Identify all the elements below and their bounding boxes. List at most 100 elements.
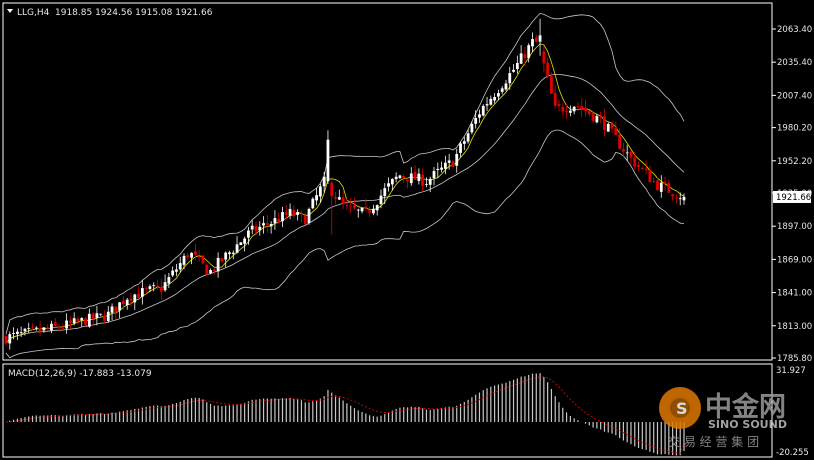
candle [326,130,330,185]
candle-body [610,123,614,129]
candle-body [334,197,337,199]
candle-body [318,186,322,197]
candle-body [398,175,402,179]
candle-body [379,195,383,205]
candle-body [110,306,114,313]
candle [360,207,364,214]
candle [38,320,42,337]
candle [667,179,671,193]
candle-body [671,194,675,197]
candle-body [443,162,447,169]
candle [311,197,315,210]
chart-symbol-label: LLG,H4 [17,8,50,18]
candle-body [629,151,633,158]
candle [659,175,663,198]
candle [171,266,175,277]
candle-body [307,208,311,224]
candle-body [300,213,303,215]
candle-body [61,328,65,329]
candle [91,312,95,327]
candle-body [360,208,364,212]
candle-body [557,104,561,107]
candle [84,317,87,327]
candle [182,253,186,270]
candle [648,165,652,183]
candle-body [315,195,318,201]
macd-plot-area [5,373,685,456]
candle [557,99,561,112]
candle [300,210,303,222]
candle [561,103,565,116]
candle-body [46,327,50,329]
candle-body [591,113,595,122]
symbol-dropdown-icon[interactable] [7,9,13,13]
candle-body [394,176,398,180]
candle-body [118,302,122,311]
candle-body [205,264,209,275]
candle-body [644,168,648,170]
candle-body [508,73,512,84]
candle-body [250,225,254,230]
price-axis-label: 1785.80 [777,354,812,364]
candle [258,221,262,236]
candle [462,136,466,151]
candle-body [599,116,603,118]
candle-body [330,182,334,197]
candle-body [326,139,330,182]
candle-body [190,252,193,258]
candle-body [292,210,296,217]
candle-body [163,282,167,291]
candle [243,236,247,252]
candle [576,102,580,112]
candle [413,165,417,180]
candle [432,166,436,186]
candle [580,98,584,117]
candle [364,198,368,211]
candle [87,308,91,328]
candle [515,55,519,74]
candle-body [425,184,428,185]
candle-body [243,238,247,244]
candle [640,166,644,170]
candle-body [175,269,178,272]
candle [273,210,277,230]
candle-body [38,328,42,332]
candle [209,268,212,275]
candle [546,58,550,79]
candle-body [447,160,451,163]
candle-body [542,51,546,64]
candle [122,295,125,310]
candle [383,183,387,205]
candle-body [678,198,682,200]
candle [103,310,106,323]
candle [447,153,451,170]
candle-body [515,62,519,69]
candle-body [178,263,182,270]
candle-body [587,110,591,115]
candle-body [148,286,152,289]
candle-body [129,298,133,301]
candle [671,193,675,201]
candle [61,323,65,331]
candle-body [409,173,413,184]
candle [568,105,572,117]
candle [68,316,72,329]
macd-frame [2,363,773,458]
candle [356,208,360,218]
candle [372,204,375,216]
candle-body [440,167,443,170]
candle [618,128,622,150]
candle [292,205,296,218]
price-axis-label: 1980.20 [777,124,812,134]
candle [565,104,568,120]
current-price-label: 1921.66 [776,193,811,203]
candle [485,96,489,111]
candle [140,279,144,305]
candle [250,220,254,235]
candle-body [474,117,478,124]
candle [633,152,637,171]
candle-body [436,168,440,170]
candle [417,168,421,185]
candle-body [12,333,15,334]
candle-body [527,45,531,58]
